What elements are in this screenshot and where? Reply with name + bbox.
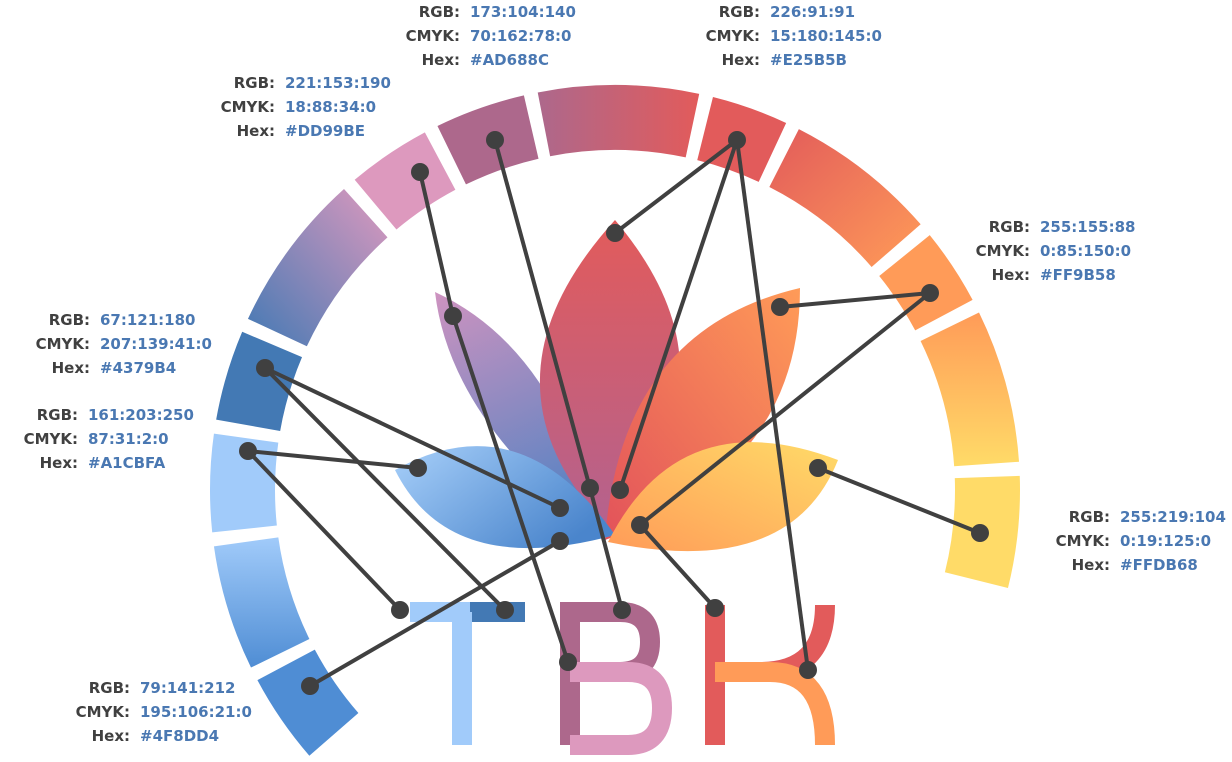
ring-segment: [879, 235, 972, 330]
connector-dot: [256, 359, 274, 377]
field-label: Hex:: [92, 727, 130, 745]
ring-segment: [921, 312, 1019, 466]
field-value: 79:141:212: [140, 679, 236, 697]
field-value: #AD688C: [470, 51, 549, 69]
field-label: CMYK:: [706, 27, 760, 45]
field-label: RGB:: [1069, 508, 1110, 526]
connector-dot: [239, 442, 257, 460]
connector-dot: [613, 601, 631, 619]
field-label: CMYK:: [36, 335, 90, 353]
field-value: 255:155:88: [1040, 218, 1136, 236]
field-label: CMYK:: [1056, 532, 1110, 550]
field-value: #4F8DD4: [140, 727, 219, 745]
connector-dot: [301, 677, 319, 695]
field-value: #4379B4: [100, 359, 176, 377]
field-label: RGB:: [89, 679, 130, 697]
ring-segment: [538, 85, 699, 157]
connector-dot: [559, 653, 577, 671]
field-label: Hex:: [237, 122, 275, 140]
logo: [410, 605, 825, 745]
field-value: #DD99BE: [285, 122, 365, 140]
field-value: #E25B5B: [770, 51, 847, 69]
palette-diagram: RGB: 79:141:212 CMYK: 195:106:21:0 Hex: #4F8D…: [0, 0, 1232, 762]
field-label: RGB:: [49, 311, 90, 329]
field-value: 87:31:2:0: [88, 430, 169, 448]
connector-dot: [391, 601, 409, 619]
connector-dot: [551, 532, 569, 550]
field-label: CMYK:: [24, 430, 78, 448]
field-value: 226:91:91: [770, 3, 855, 21]
field-label: RGB:: [989, 218, 1030, 236]
field-label: RGB:: [37, 406, 78, 424]
ring-segment: [769, 129, 920, 267]
logo-k: [715, 672, 825, 745]
connector-dot: [706, 599, 724, 617]
ring-segment: [214, 537, 309, 667]
field-value: 0:19:125:0: [1120, 532, 1211, 550]
connector-dot: [611, 481, 629, 499]
field-label: CMYK:: [221, 98, 275, 116]
field-label: RGB:: [419, 3, 460, 21]
field-value: 255:219:104: [1120, 508, 1226, 526]
field-value: #A1CBFA: [88, 454, 166, 472]
connector-dot: [631, 516, 649, 534]
field-value: 207:139:41:0: [100, 335, 212, 353]
field-value: #FF9B58: [1040, 266, 1116, 284]
field-value: #FFDB68: [1120, 556, 1198, 574]
field-label: Hex:: [40, 454, 78, 472]
field-label: Hex:: [992, 266, 1030, 284]
field-label: Hex:: [722, 51, 760, 69]
field-label: Hex:: [52, 359, 90, 377]
connector-dot: [486, 131, 504, 149]
connector-dot: [971, 524, 989, 542]
field-value: 221:153:190: [285, 74, 391, 92]
field-label: RGB:: [719, 3, 760, 21]
field-label: Hex:: [1072, 556, 1110, 574]
field-label: CMYK:: [76, 703, 130, 721]
field-label: CMYK:: [406, 27, 460, 45]
connector-dot: [728, 131, 746, 149]
connector-dot: [409, 459, 427, 477]
connector-dot: [411, 163, 429, 181]
logo-b: [570, 672, 662, 745]
connector-dot: [921, 284, 939, 302]
field-value: 173:104:140: [470, 3, 576, 21]
connector-dot: [606, 224, 624, 242]
ring-segment: [248, 189, 388, 346]
field-value: 67:121:180: [100, 311, 196, 329]
field-label: CMYK:: [976, 242, 1030, 260]
field-label: Hex:: [422, 51, 460, 69]
field-value: 15:180:145:0: [770, 27, 882, 45]
connector-dot: [809, 459, 827, 477]
field-value: 161:203:250: [88, 406, 194, 424]
connector-dot: [551, 499, 569, 517]
field-value: 70:162:78:0: [470, 27, 572, 45]
connector-dot: [799, 661, 817, 679]
field-value: 0:85:150:0: [1040, 242, 1131, 260]
field-value: 18:88:34:0: [285, 98, 376, 116]
connector-dot: [444, 307, 462, 325]
ring-segment: [355, 132, 456, 229]
field-label: RGB:: [234, 74, 275, 92]
connector-dot: [771, 298, 789, 316]
connector-dot: [581, 479, 599, 497]
connector-dot: [496, 601, 514, 619]
field-value: 195:106:21:0: [140, 703, 252, 721]
